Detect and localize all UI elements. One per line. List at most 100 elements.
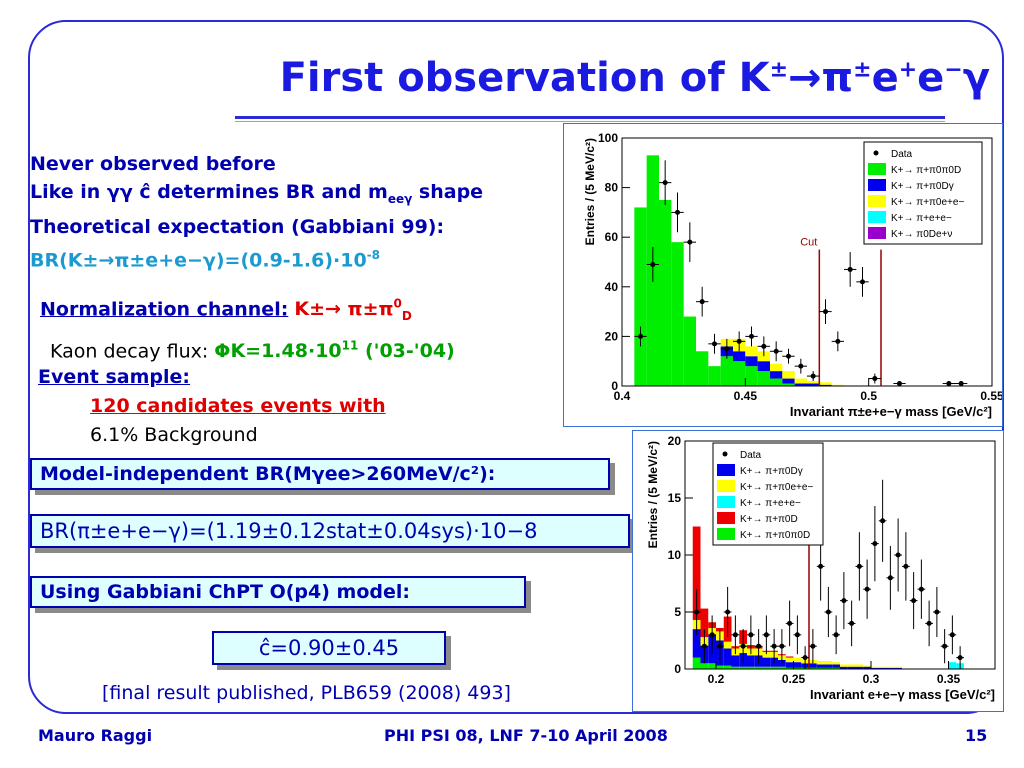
data-point bbox=[872, 541, 878, 547]
x-tick-label: 0.5 bbox=[860, 389, 877, 403]
histogram-bar bbox=[745, 366, 758, 386]
data-point bbox=[732, 632, 738, 638]
histogram-bar bbox=[754, 666, 763, 669]
histogram-bar bbox=[671, 242, 684, 386]
data-point bbox=[712, 341, 717, 347]
histogram-bar bbox=[716, 665, 724, 669]
y-tick-label: 20 bbox=[668, 434, 682, 448]
legend-swatch bbox=[868, 163, 886, 175]
histogram-bar bbox=[878, 667, 887, 669]
final-note: [final result published, PLB659 (2008) 4… bbox=[102, 682, 511, 704]
data-point bbox=[895, 552, 901, 558]
histogram-bar bbox=[863, 665, 871, 667]
histogram-bar bbox=[700, 663, 709, 669]
y-tick-label: 20 bbox=[605, 329, 619, 343]
title-underline-thin bbox=[235, 121, 945, 122]
histogram-bar bbox=[809, 667, 817, 669]
histogram-bar bbox=[770, 666, 778, 669]
data-point bbox=[849, 620, 855, 626]
data-point bbox=[949, 632, 955, 638]
histogram-bar bbox=[700, 608, 709, 638]
data-point bbox=[779, 643, 785, 649]
histogram-bar bbox=[782, 371, 795, 379]
x-tick-label: 0.2 bbox=[708, 672, 725, 686]
data-point bbox=[946, 381, 952, 387]
y-axis-label: Entries / (5 MeV/c²) bbox=[646, 441, 660, 548]
data-point bbox=[872, 376, 878, 382]
legend-label: Data bbox=[740, 450, 762, 461]
histogram-bar bbox=[794, 383, 807, 386]
data-point bbox=[786, 353, 791, 359]
legend-label: K+→ π+e+e− bbox=[740, 498, 801, 509]
data-point bbox=[687, 239, 693, 245]
y-tick-label: 0 bbox=[674, 662, 681, 676]
data-point bbox=[740, 643, 746, 649]
legend-label: K+→ π+π0e+e− bbox=[740, 482, 813, 493]
intro-line-4: BR(K±→π±e+e−γ)=(0.9-1.6)·10-8 bbox=[30, 247, 381, 272]
legend-swatch bbox=[868, 211, 886, 223]
histogram-bar bbox=[757, 371, 770, 386]
model-independent-box: Model-independent BR(Mγee>260MeV/c²): bbox=[30, 458, 610, 490]
chart-top-svg: 0.4 0.45 0.5 0.55 0 20 40 60 80 100 Invariant π±e+… bbox=[583, 131, 1004, 419]
data-point bbox=[725, 609, 731, 615]
legend-label: K+→ π+π0D bbox=[740, 514, 798, 525]
background-text: 6.1% Background bbox=[90, 424, 258, 446]
slide-title: First observation of K±→π±e+e−γ bbox=[279, 55, 990, 101]
intro-line-3: Theoretical expectation (Gabbiani 99): bbox=[30, 215, 445, 238]
y-tick-label: 5 bbox=[674, 605, 681, 619]
y-tick-label: 80 bbox=[605, 181, 619, 195]
histogram-bar bbox=[692, 629, 701, 658]
data-point bbox=[847, 266, 853, 272]
histogram-bar bbox=[878, 666, 887, 668]
data-point bbox=[856, 563, 862, 569]
data-point bbox=[736, 338, 742, 344]
legend-label: K+→ π+π0Dγ bbox=[891, 181, 954, 192]
flux-line: Kaon decay flux: ΦK=1.48·1011 ('03-'04) bbox=[50, 339, 455, 363]
data-point bbox=[802, 655, 808, 661]
x-tick-label: 0.35 bbox=[937, 672, 961, 686]
x-tick-label: 0.55 bbox=[980, 389, 1002, 403]
histogram-bar bbox=[871, 666, 879, 668]
histogram-bar bbox=[782, 378, 795, 384]
histogram-bar bbox=[793, 662, 802, 668]
normalization-section: Normalization channel: K±→ π±π0D Kaon de… bbox=[40, 289, 455, 366]
data-point bbox=[864, 586, 870, 592]
data-point bbox=[880, 518, 886, 524]
intro-line-1: Never observed before bbox=[30, 153, 276, 175]
normalization-decay: K±→ π±π0D bbox=[294, 297, 412, 324]
legend-swatch bbox=[717, 512, 735, 524]
histogram-bar bbox=[659, 200, 672, 386]
histogram-bar bbox=[778, 666, 786, 669]
data-point bbox=[926, 620, 932, 626]
x-axis-label: Invariant π±e+e−γ mass [GeV/c²] bbox=[790, 404, 992, 419]
data-point bbox=[717, 643, 723, 649]
histogram-bar bbox=[819, 382, 832, 385]
y-axis-label: Entries / (5 MeV/c²) bbox=[583, 138, 597, 245]
histogram-bar bbox=[739, 666, 747, 669]
histogram-bar bbox=[762, 666, 771, 669]
histogram-bar bbox=[785, 662, 794, 668]
data-point bbox=[957, 655, 963, 661]
histogram-bar bbox=[948, 662, 957, 669]
legend-swatch bbox=[717, 528, 735, 540]
data-point bbox=[756, 643, 762, 649]
histogram-bar bbox=[723, 665, 732, 669]
histogram-bar bbox=[855, 664, 864, 667]
histogram-bar bbox=[733, 351, 746, 362]
data-point bbox=[650, 261, 656, 267]
normalization-line: Normalization channel: K±→ π±π0D bbox=[40, 289, 455, 331]
histogram-bar bbox=[807, 381, 820, 384]
footer-conference: PHI PSI 08, LNF 7-10 April 2008 bbox=[384, 726, 668, 745]
data-point bbox=[903, 563, 909, 569]
histogram-bar bbox=[824, 667, 833, 669]
histogram-bar bbox=[731, 666, 740, 669]
histogram-bar bbox=[832, 664, 840, 668]
histogram-bar bbox=[757, 361, 770, 372]
histogram-bar bbox=[816, 664, 825, 668]
data-point bbox=[841, 598, 847, 604]
histogram-bar bbox=[634, 207, 647, 386]
event-sample-section: Event sample: 120 candidates events with… bbox=[38, 363, 386, 450]
br-result-box: BR(π±e+e−γ)=(1.19±0.12stat±0.04sys)·10−8 bbox=[30, 514, 630, 548]
histogram-bar bbox=[696, 351, 709, 386]
histogram-bar bbox=[747, 655, 755, 667]
